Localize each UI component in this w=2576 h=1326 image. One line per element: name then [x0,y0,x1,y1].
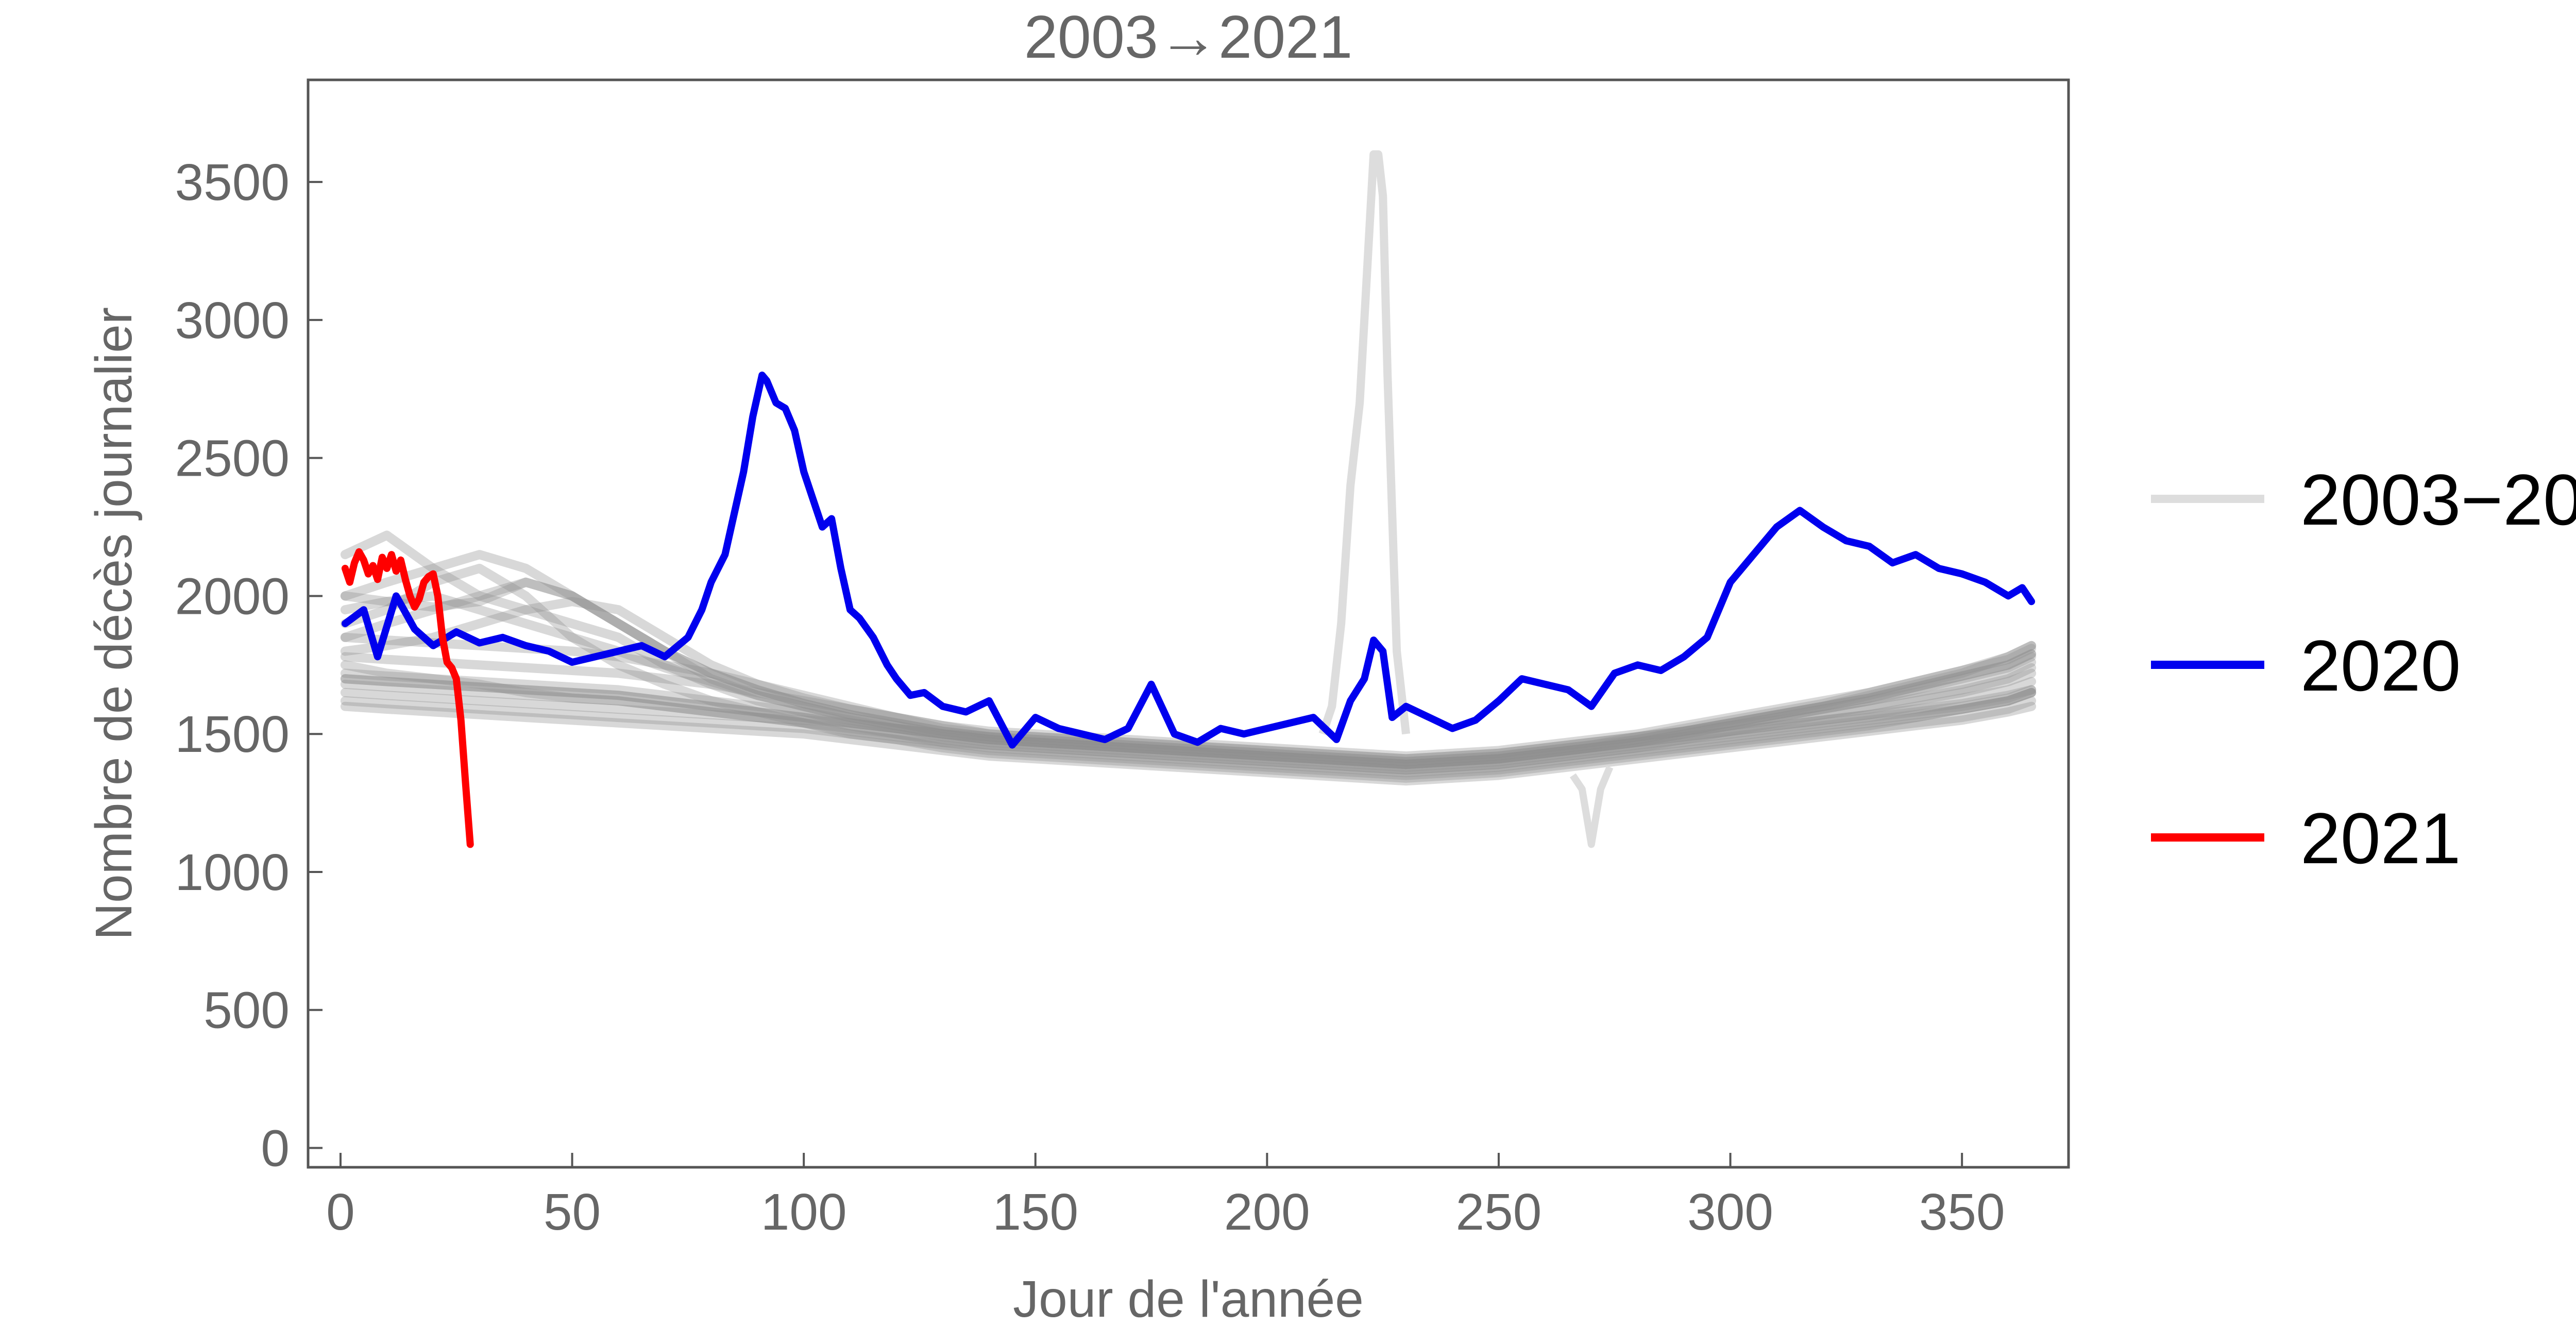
series-2003-2019-year-9 [340,652,2037,764]
legend: 2003−2019 2020 2021 [2151,459,2576,879]
y-axis-label: Nombre de décès journalier [85,307,143,940]
series-2003-2019-year-10 [340,550,2037,769]
x-tick-label-50: 50 [544,1183,601,1241]
x-tick-label-150: 150 [992,1183,1078,1241]
x-axis-label: Jour de l'année [1013,1270,1364,1326]
x-tick-label-200: 200 [1224,1183,1310,1241]
x-tick-label-100: 100 [761,1183,847,1241]
series-2003-2019-year-13 [340,679,2037,775]
series-2003-2019-year-17 [340,674,2037,778]
plot-area [340,150,2037,848]
series-2003-2019-year-11 [340,668,2037,772]
series-2003-2019-year-16 [340,632,2037,764]
legend-label-2: 2020 [2300,625,2461,706]
y-tick-label-1500: 1500 [175,706,290,763]
series-2020 [341,372,2036,749]
series-2003-2019-year-4 [340,685,2037,769]
plot-frame [307,78,2070,1169]
series-2003-2019-year-15 [340,687,2037,780]
series-2003-2019-year-5 [340,577,2037,766]
axis-ticks [308,181,1963,1167]
x-tick-label-350: 350 [1919,1183,2005,1241]
chart-title: 2003→2021 [1024,3,1353,71]
y-tick-label-3500: 3500 [175,154,290,211]
series-2003-2019-year-1 [340,530,2037,766]
series-2003-2019-year-8 [340,701,2037,786]
y-tick-label-500: 500 [204,982,290,1039]
series-2003-2019-year-2 [340,660,2037,783]
y-tick-label-1000: 1000 [175,844,290,901]
y-tick-label-3000: 3000 [175,292,290,349]
series-dip-day-270 [1569,765,1614,848]
x-tick-label-300: 300 [1687,1183,1773,1241]
y-tick-label-2500: 2500 [175,430,290,488]
legend-label-3: 2021 [2300,798,2461,879]
legend-label-1: 2003−2019 [2300,459,2576,540]
x-tick-label-0: 0 [326,1183,355,1241]
series-2003-2019-year-7 [340,577,2037,769]
series-2003-2019-year-3 [340,563,2037,775]
y-tick-label-0: 0 [261,1120,290,1178]
series-2003-2019-year-6 [340,674,2037,769]
tick-labels: 0 50 100 150 200 250 300 3500500100015002000250… [175,154,2005,1241]
y-tick-label-2000: 2000 [175,567,290,625]
series-2021 [341,548,474,848]
series-2003-2019-year-14 [340,591,2037,769]
x-tick-label-250: 250 [1456,1183,1542,1241]
series-2003-heatwave [1318,150,1411,735]
